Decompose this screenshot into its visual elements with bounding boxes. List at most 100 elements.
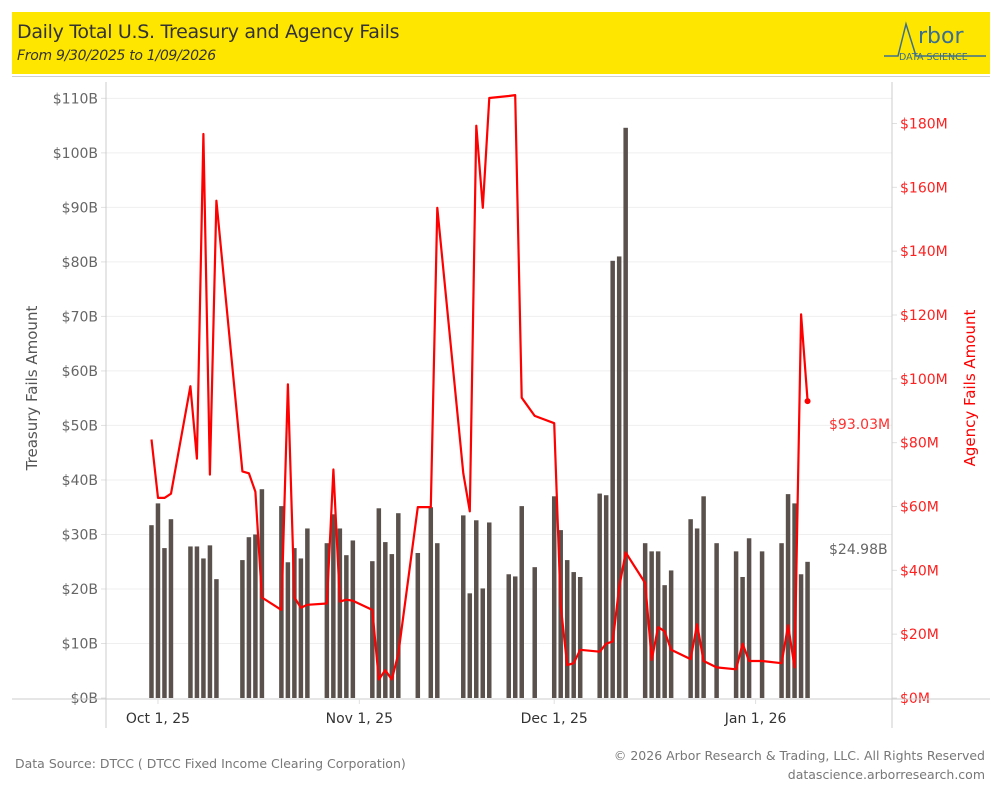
treasury-bar[interactable] <box>603 495 609 698</box>
treasury-bar[interactable] <box>512 576 518 698</box>
treasury-bar[interactable] <box>350 540 356 698</box>
treasury-bar[interactable] <box>642 543 648 698</box>
treasury-bar[interactable] <box>740 576 745 698</box>
x-tick-label: Jan 1, 26 <box>724 711 787 727</box>
treasury-bar[interactable] <box>285 562 291 698</box>
treasury-bar[interactable] <box>668 570 674 698</box>
x-tick-label: Oct 1, 25 <box>126 711 190 727</box>
left-tick-label: $10B <box>62 636 98 652</box>
treasury-bar[interactable] <box>246 537 252 698</box>
treasury-bar[interactable] <box>733 551 739 698</box>
treasury-bar[interactable] <box>785 494 791 698</box>
gridlines <box>106 97 892 644</box>
treasury-bar[interactable] <box>487 522 492 698</box>
treasury-bar[interactable] <box>792 503 797 698</box>
treasury-bar[interactable] <box>194 546 200 698</box>
left-tick-label: $20B <box>62 582 98 598</box>
treasury-bar[interactable] <box>551 496 557 698</box>
data-source-note: Data Source: DTCC ( DTCC Fixed Income Cl… <box>15 756 406 771</box>
treasury-bar[interactable] <box>467 593 473 698</box>
treasury-bar[interactable] <box>714 543 719 698</box>
right-tick-label: $60M <box>900 499 939 515</box>
treasury-bar[interactable] <box>435 543 440 698</box>
treasury-bar[interactable] <box>207 545 213 698</box>
treasury-bar[interactable] <box>337 528 343 698</box>
treasury-bar[interactable] <box>415 552 421 698</box>
agency-line-group <box>150 93 811 681</box>
left-tick-label: $50B <box>62 418 98 434</box>
left-tick-label: $40B <box>62 473 98 489</box>
axes: $0B$10B$20B$30B$40B$50B$60B$70B$80B$90B$… <box>12 82 990 728</box>
treasury-bar[interactable] <box>383 542 388 698</box>
treasury-bar[interactable] <box>344 555 349 698</box>
treasury-bar[interactable] <box>779 543 784 698</box>
treasury-bar[interactable] <box>519 506 524 698</box>
left-tick-label: $90B <box>62 200 98 216</box>
treasury-bar[interactable] <box>805 561 810 698</box>
treasury-bar[interactable] <box>201 558 206 698</box>
treasury-bar[interactable] <box>428 507 434 698</box>
treasury-bar[interactable] <box>168 519 174 698</box>
right-tick-label: $140M <box>900 244 948 260</box>
treasury-bar[interactable] <box>214 579 219 698</box>
agency-last-value-label: $93.03M <box>829 417 890 433</box>
header-divider <box>12 76 990 77</box>
treasury-bar[interactable] <box>298 558 304 698</box>
arbor-logo: rbor DATA SCIENCE <box>876 16 986 70</box>
treasury-bar[interactable] <box>474 520 479 698</box>
treasury-bar[interactable] <box>253 534 258 698</box>
treasury-bar[interactable] <box>162 548 167 698</box>
treasury-bar[interactable] <box>688 519 693 698</box>
treasury-bar[interactable] <box>506 574 511 698</box>
left-tick-label: $80B <box>62 255 98 271</box>
x-tick-label: Dec 1, 25 <box>521 711 588 727</box>
treasury-bar[interactable] <box>623 127 628 699</box>
right-tick-label: $100M <box>900 372 948 388</box>
agency-point[interactable] <box>804 398 811 405</box>
right-tick-label: $180M <box>900 116 948 132</box>
treasury-bar[interactable] <box>370 561 375 698</box>
copyright-text: © 2026 Arbor Research & Trading, LLC. Al… <box>613 748 985 763</box>
treasury-bar[interactable] <box>532 567 537 698</box>
treasury-bar[interactable] <box>759 551 765 698</box>
treasury-bar[interactable] <box>798 574 804 698</box>
right-tick-label: $20M <box>900 627 939 643</box>
treasury-bar[interactable] <box>396 513 401 698</box>
treasury-bar[interactable] <box>597 493 602 698</box>
treasury-last-value-label: $24.98B <box>829 542 888 558</box>
chart-subtitle: From 9/30/2025 to 1/09/2026 <box>17 48 216 64</box>
treasury-bar[interactable] <box>324 543 330 698</box>
treasury-bar[interactable] <box>240 560 245 698</box>
treasury-bar[interactable] <box>662 585 667 698</box>
treasury-bar[interactable] <box>480 588 486 698</box>
treasury-bar[interactable] <box>461 515 466 698</box>
treasury-bar[interactable] <box>292 548 297 698</box>
treasury-bar[interactable] <box>649 551 654 698</box>
chart-title: Daily Total U.S. Treasury and Agency Fai… <box>17 21 400 43</box>
treasury-bar[interactable] <box>376 508 382 698</box>
treasury-bar[interactable] <box>577 576 583 698</box>
right-axis-title: Agency Fails Amount <box>961 310 979 467</box>
treasury-bar[interactable] <box>331 514 336 698</box>
treasury-bar[interactable] <box>616 256 622 698</box>
website-link[interactable]: datascience.arborresearch.com <box>787 767 985 782</box>
treasury-bar[interactable] <box>746 538 752 698</box>
logo-peak-icon <box>884 21 986 57</box>
treasury-bar[interactable] <box>149 525 154 698</box>
treasury-bar[interactable] <box>701 496 706 698</box>
treasury-bar[interactable] <box>564 560 570 698</box>
treasury-bars <box>149 127 810 699</box>
treasury-bar[interactable] <box>389 554 395 698</box>
treasury-bar[interactable] <box>155 503 161 698</box>
treasury-bar[interactable] <box>610 260 615 698</box>
agency-line <box>150 93 809 681</box>
treasury-bar[interactable] <box>655 551 661 698</box>
treasury-bar[interactable] <box>571 572 576 698</box>
logo-wordmark: rbor <box>918 24 964 49</box>
treasury-bar[interactable] <box>305 528 310 698</box>
treasury-bar[interactable] <box>694 528 700 698</box>
treasury-bar[interactable] <box>188 546 193 698</box>
left-tick-label: $110B <box>53 91 98 107</box>
left-axis-title: Treasury Fails Amount <box>23 306 41 472</box>
